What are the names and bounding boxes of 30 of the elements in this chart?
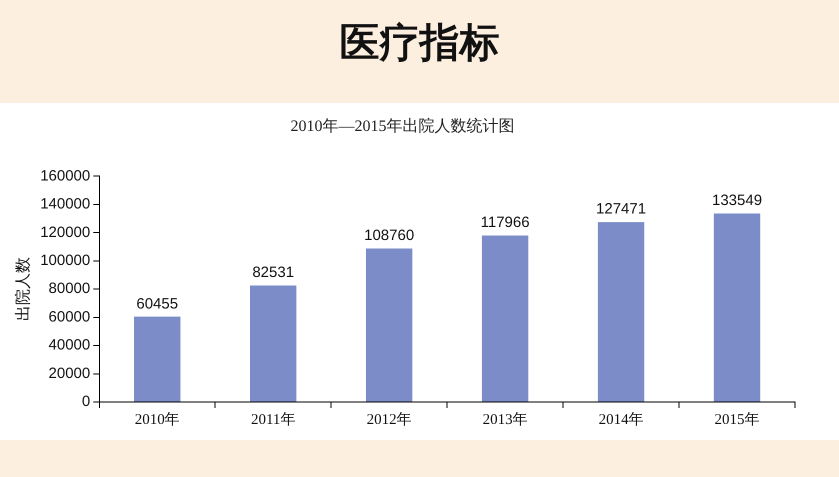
y-tick-label: 60000 xyxy=(48,308,90,326)
y-tick-label: 20000 xyxy=(48,364,90,382)
bar xyxy=(598,222,644,402)
x-tick-label: 2011年 xyxy=(250,410,296,428)
data-label: 82531 xyxy=(252,264,294,282)
x-tick-label: 2010年 xyxy=(134,410,180,428)
x-tick-label: 2012年 xyxy=(366,410,412,428)
data-label: 108760 xyxy=(364,227,414,244)
data-label: 133549 xyxy=(712,192,762,210)
bar xyxy=(714,214,760,402)
bar xyxy=(482,236,528,402)
data-label: 117966 xyxy=(480,214,530,232)
chart-subtitle: 2010年—2015年出院人数统计图 xyxy=(290,116,514,135)
y-axis-title: 出院人数 xyxy=(14,257,32,322)
y-tick-label: 40000 xyxy=(48,336,90,354)
y-tick-label: 100000 xyxy=(40,252,90,270)
data-label: 127471 xyxy=(596,200,646,218)
y-tick-label: 80000 xyxy=(48,280,90,298)
y-tick-label: 140000 xyxy=(40,196,90,213)
bar xyxy=(134,316,180,402)
x-tick-label: 2013年 xyxy=(482,410,528,428)
bar xyxy=(250,286,296,402)
bar xyxy=(366,248,412,402)
x-tick-label: 2015年 xyxy=(714,410,760,428)
x-tick-label: 2014年 xyxy=(598,410,644,428)
data-label: 60455 xyxy=(136,295,178,312)
y-tick-label: 160000 xyxy=(40,167,90,184)
chart-title: 医疗指标 xyxy=(338,19,500,68)
y-tick-label: 0 xyxy=(82,393,90,410)
y-tick-label: 120000 xyxy=(40,224,90,241)
